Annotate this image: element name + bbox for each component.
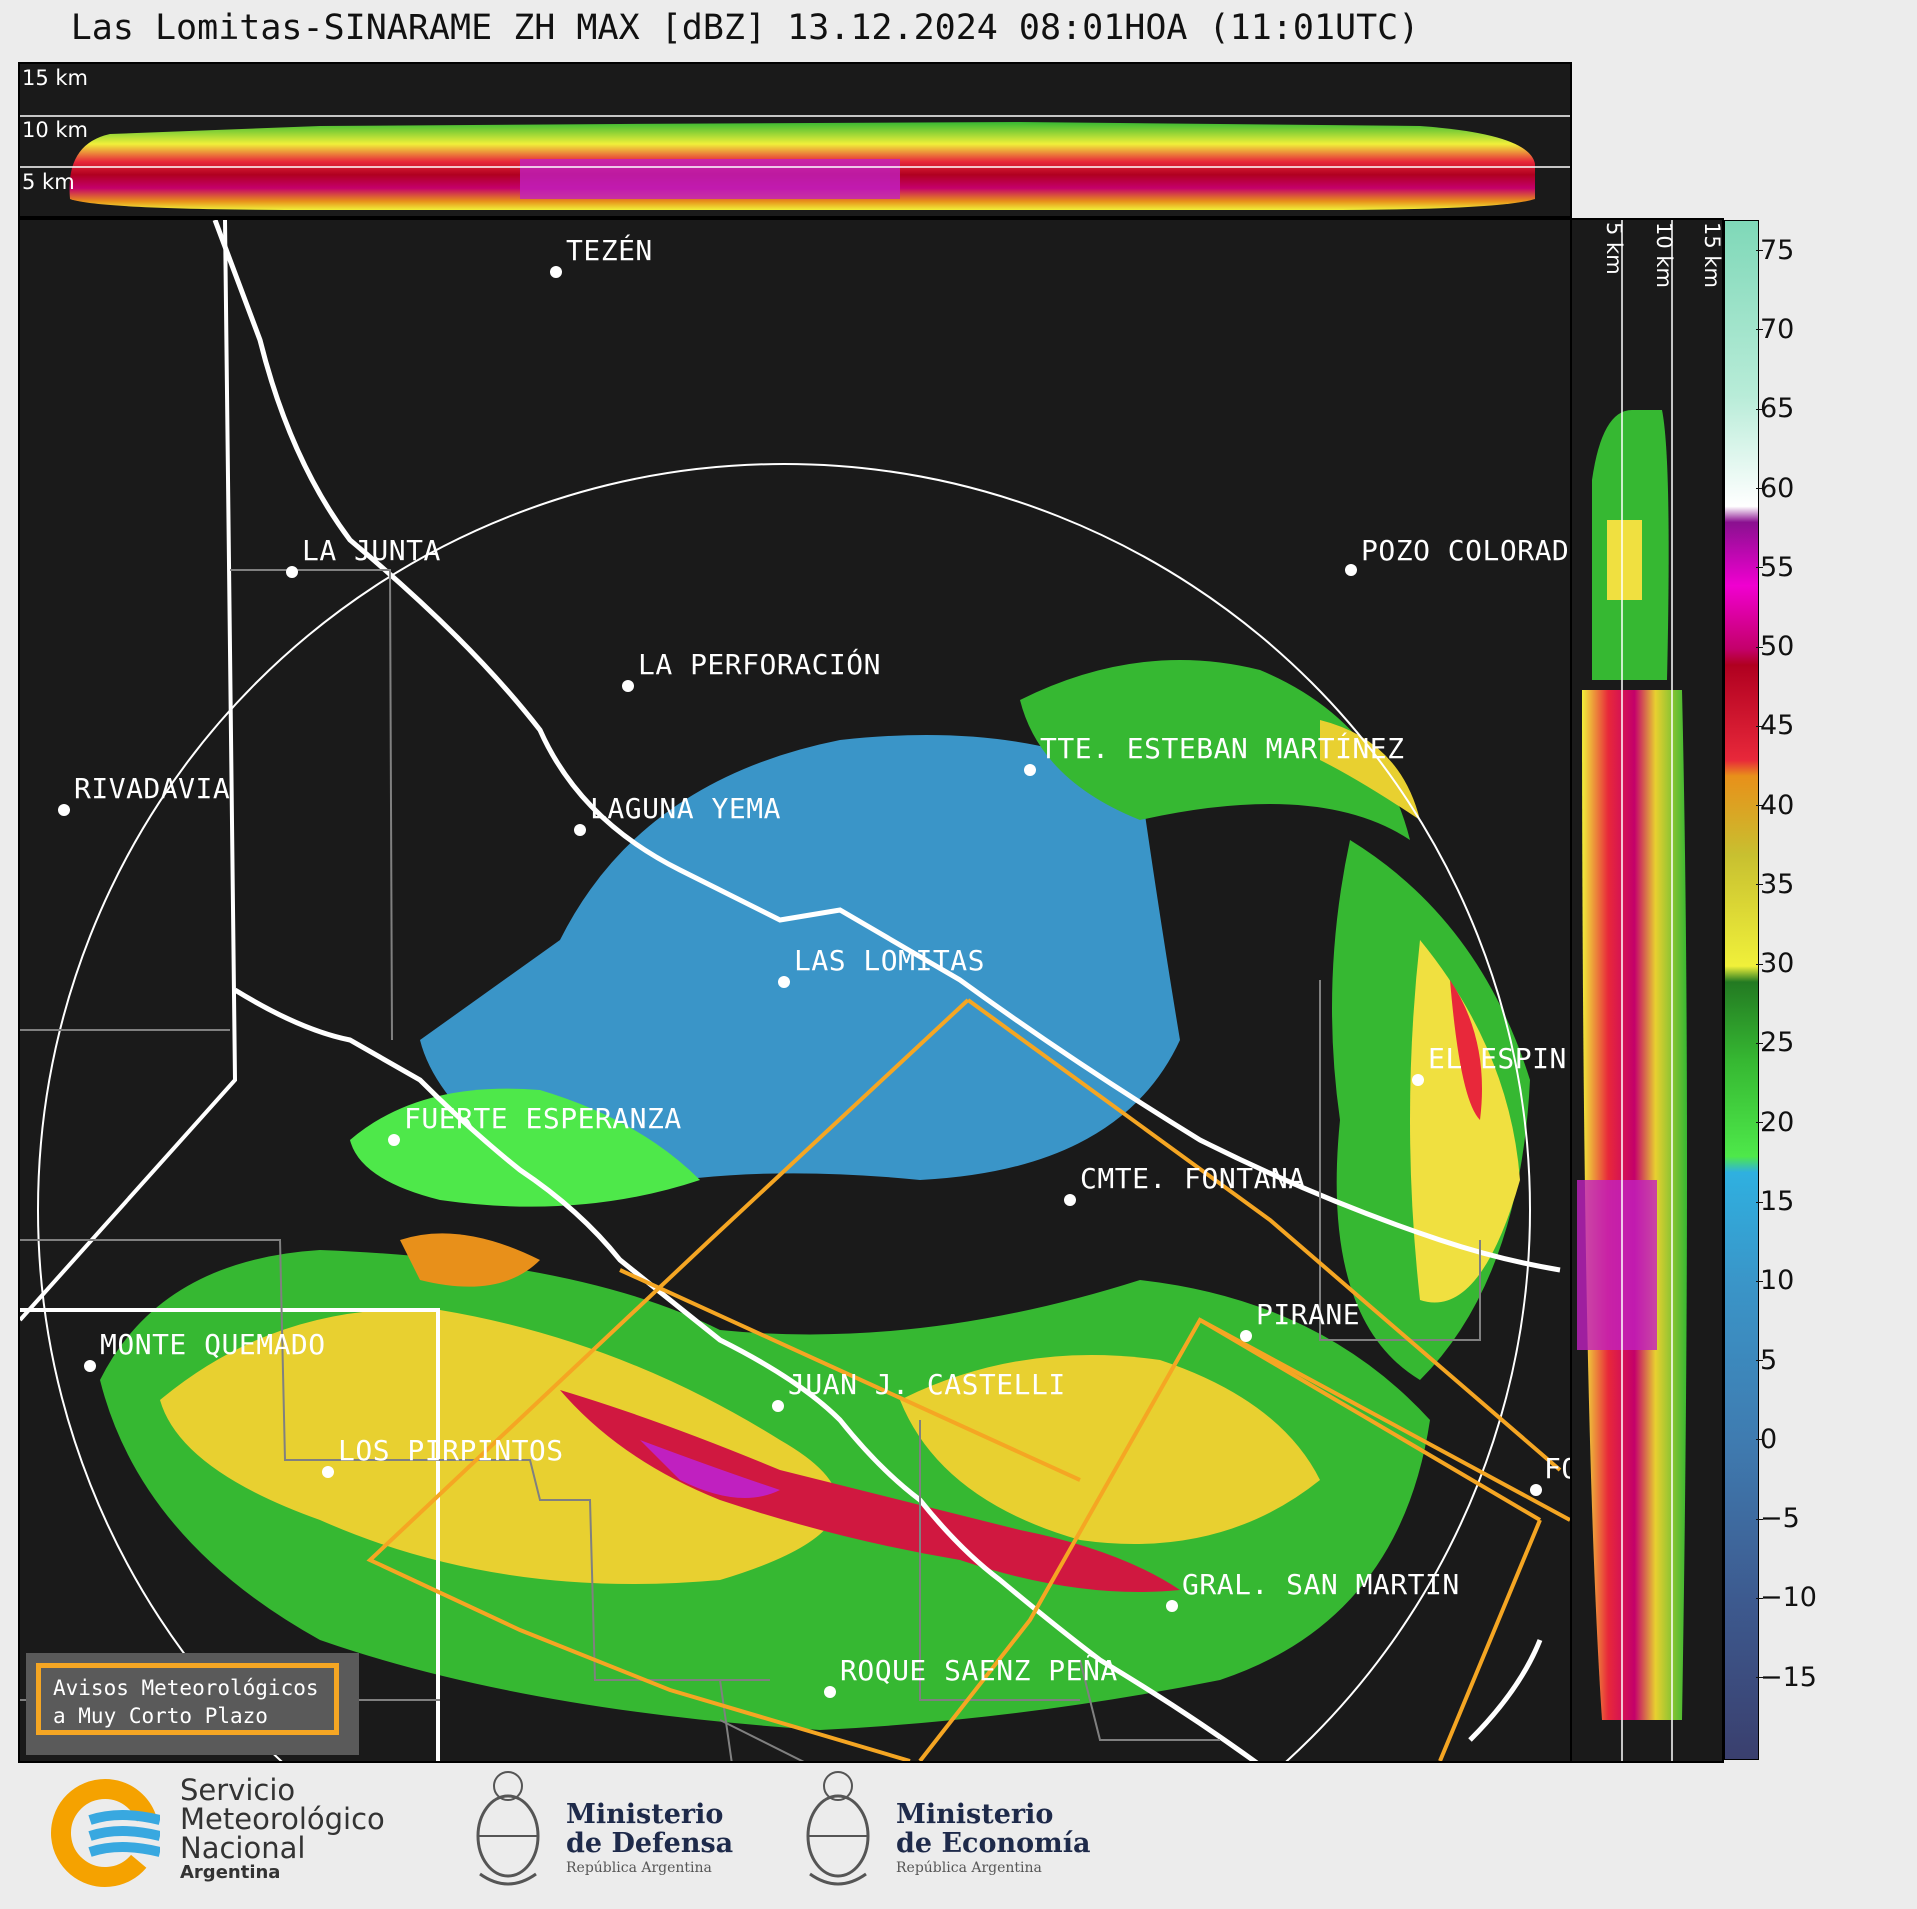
city-label-la-junta: LA JUNTA [302, 534, 441, 567]
coat-of-arms-icon [476, 1771, 540, 1886]
city-dot-tte-esteban-martinez [1024, 764, 1036, 776]
right-cross-section: 5 km 10 km 15 km [1570, 218, 1724, 1763]
height-label-5km: 5 km [1602, 222, 1626, 275]
right-cross-section-echo [1577, 220, 1687, 1761]
economia-line3: República Argentina [896, 1860, 1042, 1876]
city-dot-la-junta [286, 566, 298, 578]
city-dot-pirane [1240, 1330, 1252, 1342]
colorbar-tick-label: −10 [1756, 1582, 1817, 1614]
colorbar-tick-label: 20 [1755, 1106, 1795, 1138]
city-label-tezen: TEZÉN [566, 234, 653, 267]
colorbar-tick-label: 65 [1755, 393, 1795, 425]
smn-logo: Servicio Meteorológico Nacional Argentin… [50, 1776, 410, 1888]
city-label-monte-quemado: MONTE QUEMADO [100, 1328, 326, 1361]
city-dot-el-espin [1412, 1074, 1424, 1086]
city-label-juan-j-castelli: JUAN J. CASTELLI [788, 1368, 1066, 1401]
height-label-15km: 15 km [1700, 222, 1724, 289]
colorbar-tick-label: −5 [1756, 1503, 1800, 1535]
colorbar-tick-label: 30 [1755, 948, 1795, 980]
colorbar-tick-label: 70 [1755, 313, 1795, 345]
city-label-laguna-yema: LAGUNA YEMA [590, 792, 781, 825]
warning-line1: Avisos Meteorológicos [53, 1676, 319, 1700]
city-label-el-espin: EL ESPIN [1428, 1042, 1567, 1075]
city-dot-fo [1530, 1484, 1542, 1496]
page-title: Las Lomitas-SINARAME ZH MAX [dBZ] 13.12.… [70, 8, 1420, 48]
coat-of-arms-icon [806, 1771, 870, 1886]
city-label-tte-esteban-martinez: TTE. ESTEBAN MARTÍNEZ [1040, 732, 1405, 765]
city-dot-rivadavia [58, 804, 70, 816]
city-label-la-perforacion: LA PERFORACIÓN [638, 648, 882, 681]
colorbar [1724, 220, 1759, 1760]
economia-name: Ministerio de Economía República Argenti… [896, 1800, 1090, 1878]
height-label-5km: 5 km [22, 170, 75, 194]
city-label-rivadavia: RIVADAVIA [74, 772, 231, 805]
colorbar-tick-label: 40 [1755, 789, 1795, 821]
city-dot-cmte-fontana [1064, 1194, 1076, 1206]
economia-logo: Ministerio de Economía República Argenti… [800, 1760, 1100, 1900]
colorbar-tick-label: 25 [1755, 1027, 1795, 1059]
city-dot-gral-san-martin [1166, 1600, 1178, 1612]
warning-box: Avisos Meteorológicos a Muy Corto Plazo [26, 1653, 359, 1755]
city-dot-los-pirpintos [322, 1466, 334, 1478]
city-label-los-pirpintos: LOS PIRPINTOS [338, 1434, 564, 1467]
smn-line3: Nacional [180, 1831, 306, 1865]
economia-line2: de Economía [896, 1828, 1091, 1859]
city-label-cmte-fontana: CMTE. FONTANA [1080, 1162, 1306, 1195]
city-label-pirane: PIRANE [1256, 1298, 1361, 1331]
colorbar-tick-label: 75 [1755, 234, 1795, 266]
height-label-15km: 15 km [22, 66, 89, 90]
colorbar-tick-label: 50 [1755, 631, 1795, 663]
colorbar-tick-label: 35 [1755, 868, 1795, 900]
radar-map: TEZÉN LA JUNTA POZO COLORAD LA PERFORACI… [18, 218, 1572, 1763]
city-label-roque-saenz-pena: ROQUE SAENZ PEÑA [840, 1654, 1118, 1687]
height-label-10km: 10 km [1652, 222, 1676, 289]
height-label-10km: 10 km [22, 118, 89, 142]
smn-line4: Argentina [180, 1862, 281, 1883]
city-dot-las-lomitas [778, 976, 790, 988]
colorbar-tick-label: 0 [1755, 1423, 1778, 1455]
top-cross-section: 15 km 10 km 5 km [18, 62, 1572, 218]
smn-emblem-icon [51, 1779, 160, 1887]
city-dot-monte-quemado [84, 1360, 96, 1372]
warning-box-frame: Avisos Meteorológicos a Muy Corto Plazo [36, 1663, 339, 1735]
warning-line2: a Muy Corto Plazo [53, 1704, 268, 1728]
city-label-gral-san-martin: GRAL. SAN MARTIN [1182, 1568, 1460, 1601]
city-dot-roque-saenz-pena [824, 1686, 836, 1698]
city-label-fuerte-esperanza: FUERTE ESPERANZA [404, 1102, 682, 1135]
city-dot-laguna-yema [574, 824, 586, 836]
defensa-line2: de Defensa [566, 1828, 734, 1859]
city-dot-fuerte-esperanza [388, 1134, 400, 1146]
smn-line1: Servicio [180, 1773, 296, 1807]
colorbar-tick-label: 45 [1755, 710, 1795, 742]
colorbar-tick-label: 15 [1755, 1186, 1795, 1218]
city-label-las-lomitas: LAS LOMITAS [794, 944, 985, 977]
city-dot-tezen [550, 266, 562, 278]
radar-echo-layer [20, 220, 1570, 1761]
smn-name: Servicio Meteorológico Nacional Argentin… [180, 1776, 385, 1883]
city-dot-juan-j-castelli [772, 1400, 784, 1412]
city-label-pozo-colorado: POZO COLORAD [1361, 534, 1570, 567]
defensa-name: Ministerio de Defensa República Argentin… [566, 1800, 733, 1878]
smn-line2: Meteorológico [180, 1802, 385, 1836]
colorbar-tick-label: 55 [1755, 551, 1795, 583]
colorbar-tick-label: 5 [1755, 1344, 1778, 1376]
colorbar-tick-label: −15 [1756, 1661, 1817, 1693]
city-dot-la-perforacion [622, 680, 634, 692]
economia-line1: Ministerio [896, 1799, 1054, 1830]
defensa-line3: República Argentina [566, 1860, 712, 1876]
top-cross-section-echo [20, 115, 1570, 210]
colorbar-tick-label: 60 [1755, 472, 1795, 504]
colorbar-tick-label: 10 [1755, 1265, 1795, 1297]
city-label-fo: FO [1544, 1452, 1570, 1485]
defensa-logo: Ministerio de Defensa República Argentin… [470, 1760, 750, 1900]
city-dot-pozo-colorado [1345, 564, 1357, 576]
defensa-line1: Ministerio [566, 1799, 724, 1830]
